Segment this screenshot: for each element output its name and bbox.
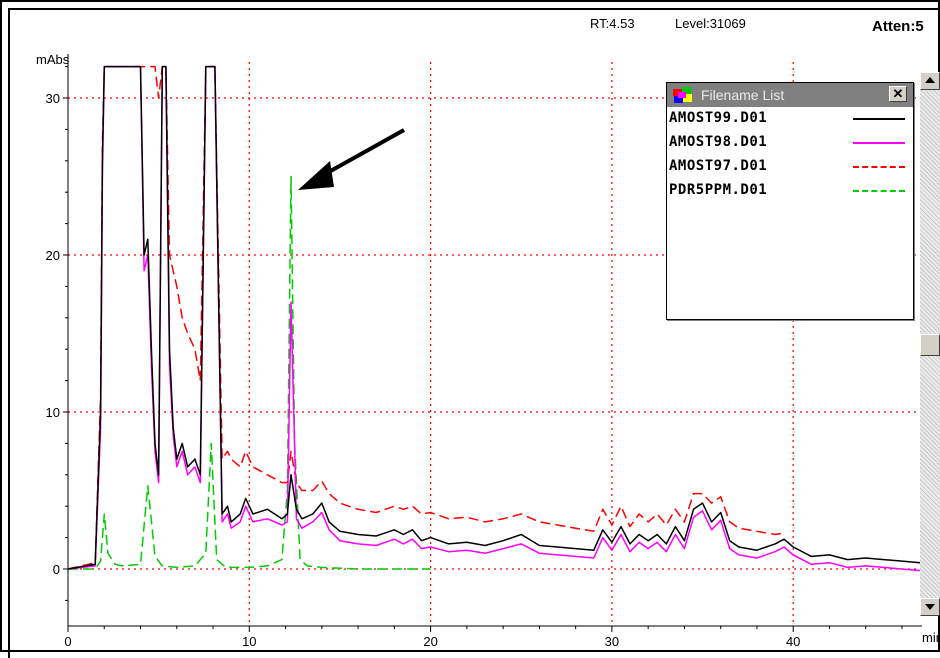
vertical-scrollbar[interactable] bbox=[920, 72, 940, 616]
filename-list-window[interactable]: Filename List ✕ AMOST99.D01 AMOST98.D01 AM… bbox=[666, 82, 914, 320]
x-tick-label: 20 bbox=[423, 634, 437, 649]
filename-list-item[interactable]: PDR5PPM.D01 bbox=[667, 179, 913, 203]
filename-label: AMOST98.D01 bbox=[669, 134, 768, 150]
legend-swatch bbox=[853, 166, 905, 168]
scroll-down-button[interactable] bbox=[920, 598, 940, 616]
filename-label: PDR5PPM.D01 bbox=[669, 182, 768, 198]
chart-series bbox=[67, 65, 921, 572]
y-tick-label: 10 bbox=[46, 405, 60, 420]
x-tick-label: 0 bbox=[64, 634, 71, 649]
filename-list-item[interactable]: AMOST99.D01 bbox=[667, 107, 913, 131]
filename-list-item[interactable]: AMOST97.D01 bbox=[667, 155, 913, 179]
filename-label: AMOST99.D01 bbox=[669, 110, 768, 126]
x-axis: 0 10 20 30 40 bbox=[64, 625, 922, 649]
close-icon[interactable]: ✕ bbox=[889, 86, 907, 102]
x-tick-label: 40 bbox=[786, 634, 800, 649]
legend-swatch bbox=[853, 190, 905, 192]
level-readout: Level:31069 bbox=[675, 16, 746, 31]
atten-readout: Atten:5 bbox=[872, 18, 924, 35]
plot-frame bbox=[8, 8, 940, 658]
filename-list-titlebar[interactable]: Filename List ✕ bbox=[667, 83, 913, 107]
y-tick-label: 20 bbox=[46, 248, 60, 263]
x-tick-label: 30 bbox=[605, 634, 619, 649]
scroll-up-button[interactable] bbox=[920, 72, 940, 90]
arrow-down-icon bbox=[925, 604, 935, 610]
chart-grid bbox=[68, 62, 922, 626]
series-line-amost97-d01 bbox=[67, 65, 785, 570]
annotation-arrow bbox=[298, 128, 405, 190]
rt-readout: RT:4.53 bbox=[590, 16, 635, 31]
filename-list: AMOST99.D01 AMOST98.D01 AMOST97.D01 PDR5PPM… bbox=[667, 107, 913, 203]
filename-list-item[interactable]: AMOST98.D01 bbox=[667, 131, 913, 155]
scroll-thumb[interactable] bbox=[920, 334, 940, 356]
y-axis: 0 10 20 30 bbox=[46, 54, 69, 626]
series-line-pdr5ppm-d01 bbox=[68, 175, 431, 570]
app-icon bbox=[673, 87, 692, 103]
legend-swatch bbox=[853, 118, 905, 120]
legend-swatch bbox=[853, 142, 905, 144]
x-tick-label: 10 bbox=[242, 634, 256, 649]
annotation-arrow-head bbox=[298, 161, 334, 190]
annotation-arrow-shaft bbox=[317, 128, 405, 180]
y-tick-label: 0 bbox=[53, 562, 60, 577]
filename-label: AMOST97.D01 bbox=[669, 158, 768, 174]
filename-list-title: Filename List bbox=[701, 87, 785, 103]
series-line-amost99-d01 bbox=[67, 65, 921, 570]
x-axis-label: min bbox=[922, 630, 940, 645]
y-axis-label: mAbs bbox=[36, 52, 70, 67]
y-tick-label: 30 bbox=[46, 91, 60, 106]
arrow-up-icon bbox=[925, 77, 935, 83]
